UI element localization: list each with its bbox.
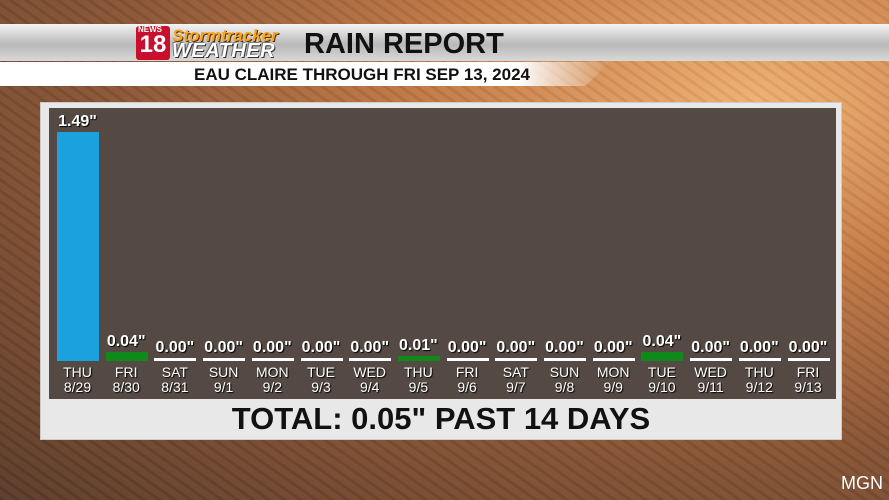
bar-column: 0.00" TUE 9/3: [297, 108, 346, 399]
subtitle: EAU CLAIRE THROUGH FRI SEP 13, 2024: [194, 65, 530, 84]
bar: [690, 358, 733, 361]
bar: [300, 358, 343, 361]
tick-label: THU 9/12: [744, 364, 774, 395]
tick-label: SUN 9/1: [208, 364, 239, 395]
bar: [397, 356, 440, 361]
data-label: 0.00": [496, 339, 536, 356]
data-label: 0.00": [691, 339, 730, 356]
stormtracker-logo: NEWS 18 Stormtracker WEATHER: [136, 25, 278, 62]
page-title: RAIN REPORT: [304, 28, 504, 60]
data-label: 0.00": [447, 339, 487, 356]
tick-label: THU 9/5: [404, 364, 433, 395]
bar-column: 0.00" FRI 9/13: [784, 108, 833, 399]
tick-label: SUN 9/8: [549, 364, 580, 395]
bar-column: 0.00" SAT 9/7: [491, 108, 540, 399]
bar: [787, 358, 830, 361]
bar-column: 0.00" SUN 9/8: [540, 108, 589, 399]
bar-column: 0.04" TUE 9/10: [637, 108, 686, 399]
tick-label: FRI 8/30: [112, 364, 140, 395]
bar-column: 0.01" THU 9/5: [394, 108, 443, 399]
bar: [251, 358, 294, 361]
bar: [592, 358, 635, 361]
bar: [446, 358, 489, 361]
tick-label: FRI 9/6: [455, 364, 479, 395]
data-label: 0.00": [350, 339, 390, 356]
rain-chart: 1.49" THU 8/29 0.04" FRI 8/30 0.00" SAT 8/31 0.00…: [49, 108, 836, 399]
tick-label: MON 9/2: [255, 364, 289, 395]
data-label: 0.04": [642, 332, 682, 350]
tick-label: TUE 9/10: [647, 364, 676, 395]
data-label: 0.00": [739, 339, 779, 356]
chart-panel: 1.49" THU 8/29 0.04" FRI 8/30 0.00" SAT 8/31 0.00…: [40, 102, 842, 440]
bar-column: 0.04" FRI 8/30: [102, 108, 151, 399]
bar: [544, 358, 586, 361]
data-label: 0.00": [593, 339, 633, 356]
data-label: 0.04": [106, 332, 146, 350]
tick-label: WED 9/4: [353, 364, 387, 395]
bar-column: 0.00" SUN 9/1: [199, 108, 248, 399]
watermark: MGN: [841, 473, 883, 493]
bar: [105, 351, 148, 361]
bar: [154, 358, 197, 361]
data-label: 0.01": [399, 337, 438, 355]
bar: [738, 358, 781, 361]
tick-label: MON 9/9: [596, 364, 630, 395]
bar-column: 0.00" MON 9/9: [589, 108, 638, 399]
bar: [57, 131, 99, 361]
bar-column: 0.00" SAT 8/31: [150, 108, 199, 399]
data-label: 0.00": [545, 339, 584, 356]
data-label: 0.00": [155, 339, 195, 356]
bar: [641, 351, 684, 361]
data-label: 0.00": [301, 339, 341, 356]
tick-label: SAT 9/7: [502, 364, 529, 395]
bar-column: 0.00" MON 9/2: [248, 108, 297, 399]
bar: [349, 358, 392, 361]
bar-column: 0.00" THU 9/12: [735, 108, 784, 399]
data-label: 1.49": [58, 112, 97, 130]
data-label: 0.00": [252, 339, 292, 356]
data-label: 0.00": [204, 339, 243, 356]
tick-label: TUE 9/3: [307, 364, 335, 395]
tick-label: SAT 8/31: [161, 364, 189, 395]
data-label: 0.00": [788, 339, 828, 356]
total-text: TOTAL: 0.05" PAST 14 DAYS: [231, 401, 651, 436]
tick-label: WED 9/11: [694, 364, 727, 395]
tick-label: FRI 9/13: [794, 364, 822, 395]
bar-column: 1.49" THU 8/29: [53, 108, 102, 399]
bar: [495, 358, 538, 361]
bar-column: 0.00" WED 9/4: [345, 108, 394, 399]
subtitle-bar: EAU CLAIRE THROUGH FRI SEP 13, 2024: [0, 62, 610, 86]
bar: [203, 358, 246, 361]
bar-column: 0.00" WED 9/11: [686, 108, 735, 399]
tick-label: THU 8/29: [63, 364, 92, 395]
bar-column: 0.00" FRI 9/6: [443, 108, 492, 399]
